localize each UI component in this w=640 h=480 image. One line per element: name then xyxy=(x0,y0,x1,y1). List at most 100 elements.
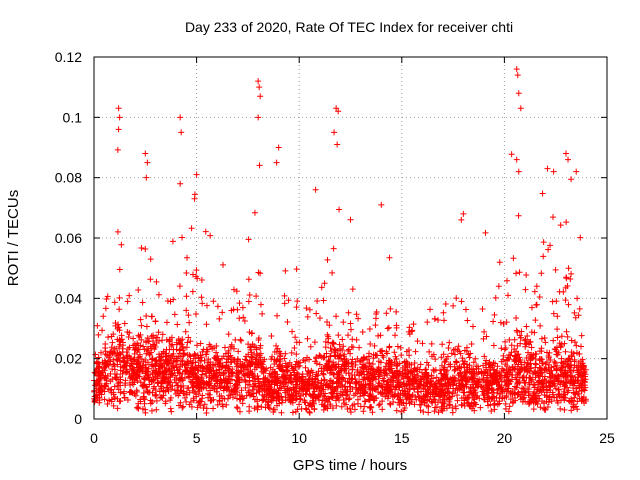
data-point xyxy=(348,326,355,333)
data-point xyxy=(259,392,266,399)
data-point xyxy=(149,355,156,362)
data-point xyxy=(401,388,408,395)
data-point xyxy=(155,291,162,298)
data-point xyxy=(203,380,210,387)
data-point xyxy=(353,311,360,318)
data-point xyxy=(239,304,246,311)
data-point xyxy=(182,394,189,401)
data-point xyxy=(560,288,567,295)
data-point xyxy=(367,382,374,389)
data-point xyxy=(317,387,324,394)
data-point xyxy=(367,386,374,393)
data-point xyxy=(456,365,463,372)
data-point xyxy=(310,400,317,407)
data-point xyxy=(579,365,586,372)
data-point xyxy=(561,406,568,413)
data-point xyxy=(251,366,258,373)
data-point xyxy=(394,362,401,369)
data-point xyxy=(326,322,333,329)
y-tick-label: 0.06 xyxy=(55,230,82,246)
data-point xyxy=(121,388,128,395)
data-point xyxy=(261,381,268,388)
data-point xyxy=(192,311,199,318)
data-point xyxy=(536,356,543,363)
data-point xyxy=(233,377,240,384)
data-point xyxy=(534,400,541,407)
data-point xyxy=(195,399,202,406)
data-point xyxy=(249,341,256,348)
data-point xyxy=(277,353,284,360)
data-point xyxy=(147,397,154,404)
data-point xyxy=(362,376,369,383)
data-point xyxy=(95,354,102,361)
data-point xyxy=(412,366,419,373)
data-point xyxy=(235,367,242,374)
data-point xyxy=(394,367,401,374)
data-point xyxy=(96,394,103,401)
data-point xyxy=(112,375,119,382)
data-point xyxy=(235,348,242,355)
data-point xyxy=(390,399,397,406)
data-point xyxy=(475,381,482,388)
data-point xyxy=(555,386,562,393)
data-point xyxy=(536,294,543,301)
data-point xyxy=(135,332,142,339)
data-point xyxy=(391,349,398,356)
data-point xyxy=(101,388,108,395)
data-point xyxy=(116,338,123,345)
data-point xyxy=(553,348,560,355)
data-point xyxy=(454,347,461,354)
data-point xyxy=(206,368,213,375)
data-point xyxy=(435,409,442,416)
data-point xyxy=(179,343,186,350)
y-tick-label: 0.02 xyxy=(55,351,82,367)
data-point xyxy=(227,392,234,399)
data-point xyxy=(243,357,250,364)
data-point xyxy=(576,350,583,357)
data-point xyxy=(242,378,249,385)
data-point xyxy=(384,395,391,402)
data-point xyxy=(210,298,217,305)
data-point xyxy=(202,351,209,358)
data-point xyxy=(342,401,349,408)
data-point xyxy=(362,381,369,388)
data-point xyxy=(135,287,142,294)
data-point xyxy=(530,396,537,403)
data-point xyxy=(548,398,555,405)
data-point xyxy=(462,306,469,313)
data-point xyxy=(388,358,395,365)
data-point xyxy=(257,93,264,100)
data-point xyxy=(453,358,460,365)
data-point xyxy=(309,391,316,398)
data-point xyxy=(103,295,110,302)
data-point xyxy=(558,378,565,385)
data-point xyxy=(431,367,438,374)
data-point xyxy=(418,376,425,383)
data-point xyxy=(331,363,338,370)
data-point xyxy=(453,359,460,366)
data-point xyxy=(521,377,528,384)
data-point xyxy=(266,370,273,377)
data-point xyxy=(461,358,468,365)
data-point xyxy=(207,232,214,239)
data-point xyxy=(293,351,300,358)
data-point xyxy=(290,367,297,374)
data-point xyxy=(158,350,165,357)
data-point xyxy=(376,371,383,378)
data-point xyxy=(185,334,192,341)
data-point xyxy=(502,386,509,393)
data-point xyxy=(185,358,192,365)
data-point xyxy=(316,361,323,368)
data-point xyxy=(241,317,248,324)
data-point xyxy=(207,387,214,394)
data-point xyxy=(371,342,378,349)
data-point xyxy=(403,400,410,407)
data-point xyxy=(131,350,138,357)
data-point xyxy=(116,306,123,313)
data-point xyxy=(345,396,352,403)
data-point xyxy=(134,388,141,395)
data-point xyxy=(513,315,520,322)
data-point xyxy=(375,402,382,409)
data-point xyxy=(164,384,171,391)
data-point xyxy=(540,360,547,367)
